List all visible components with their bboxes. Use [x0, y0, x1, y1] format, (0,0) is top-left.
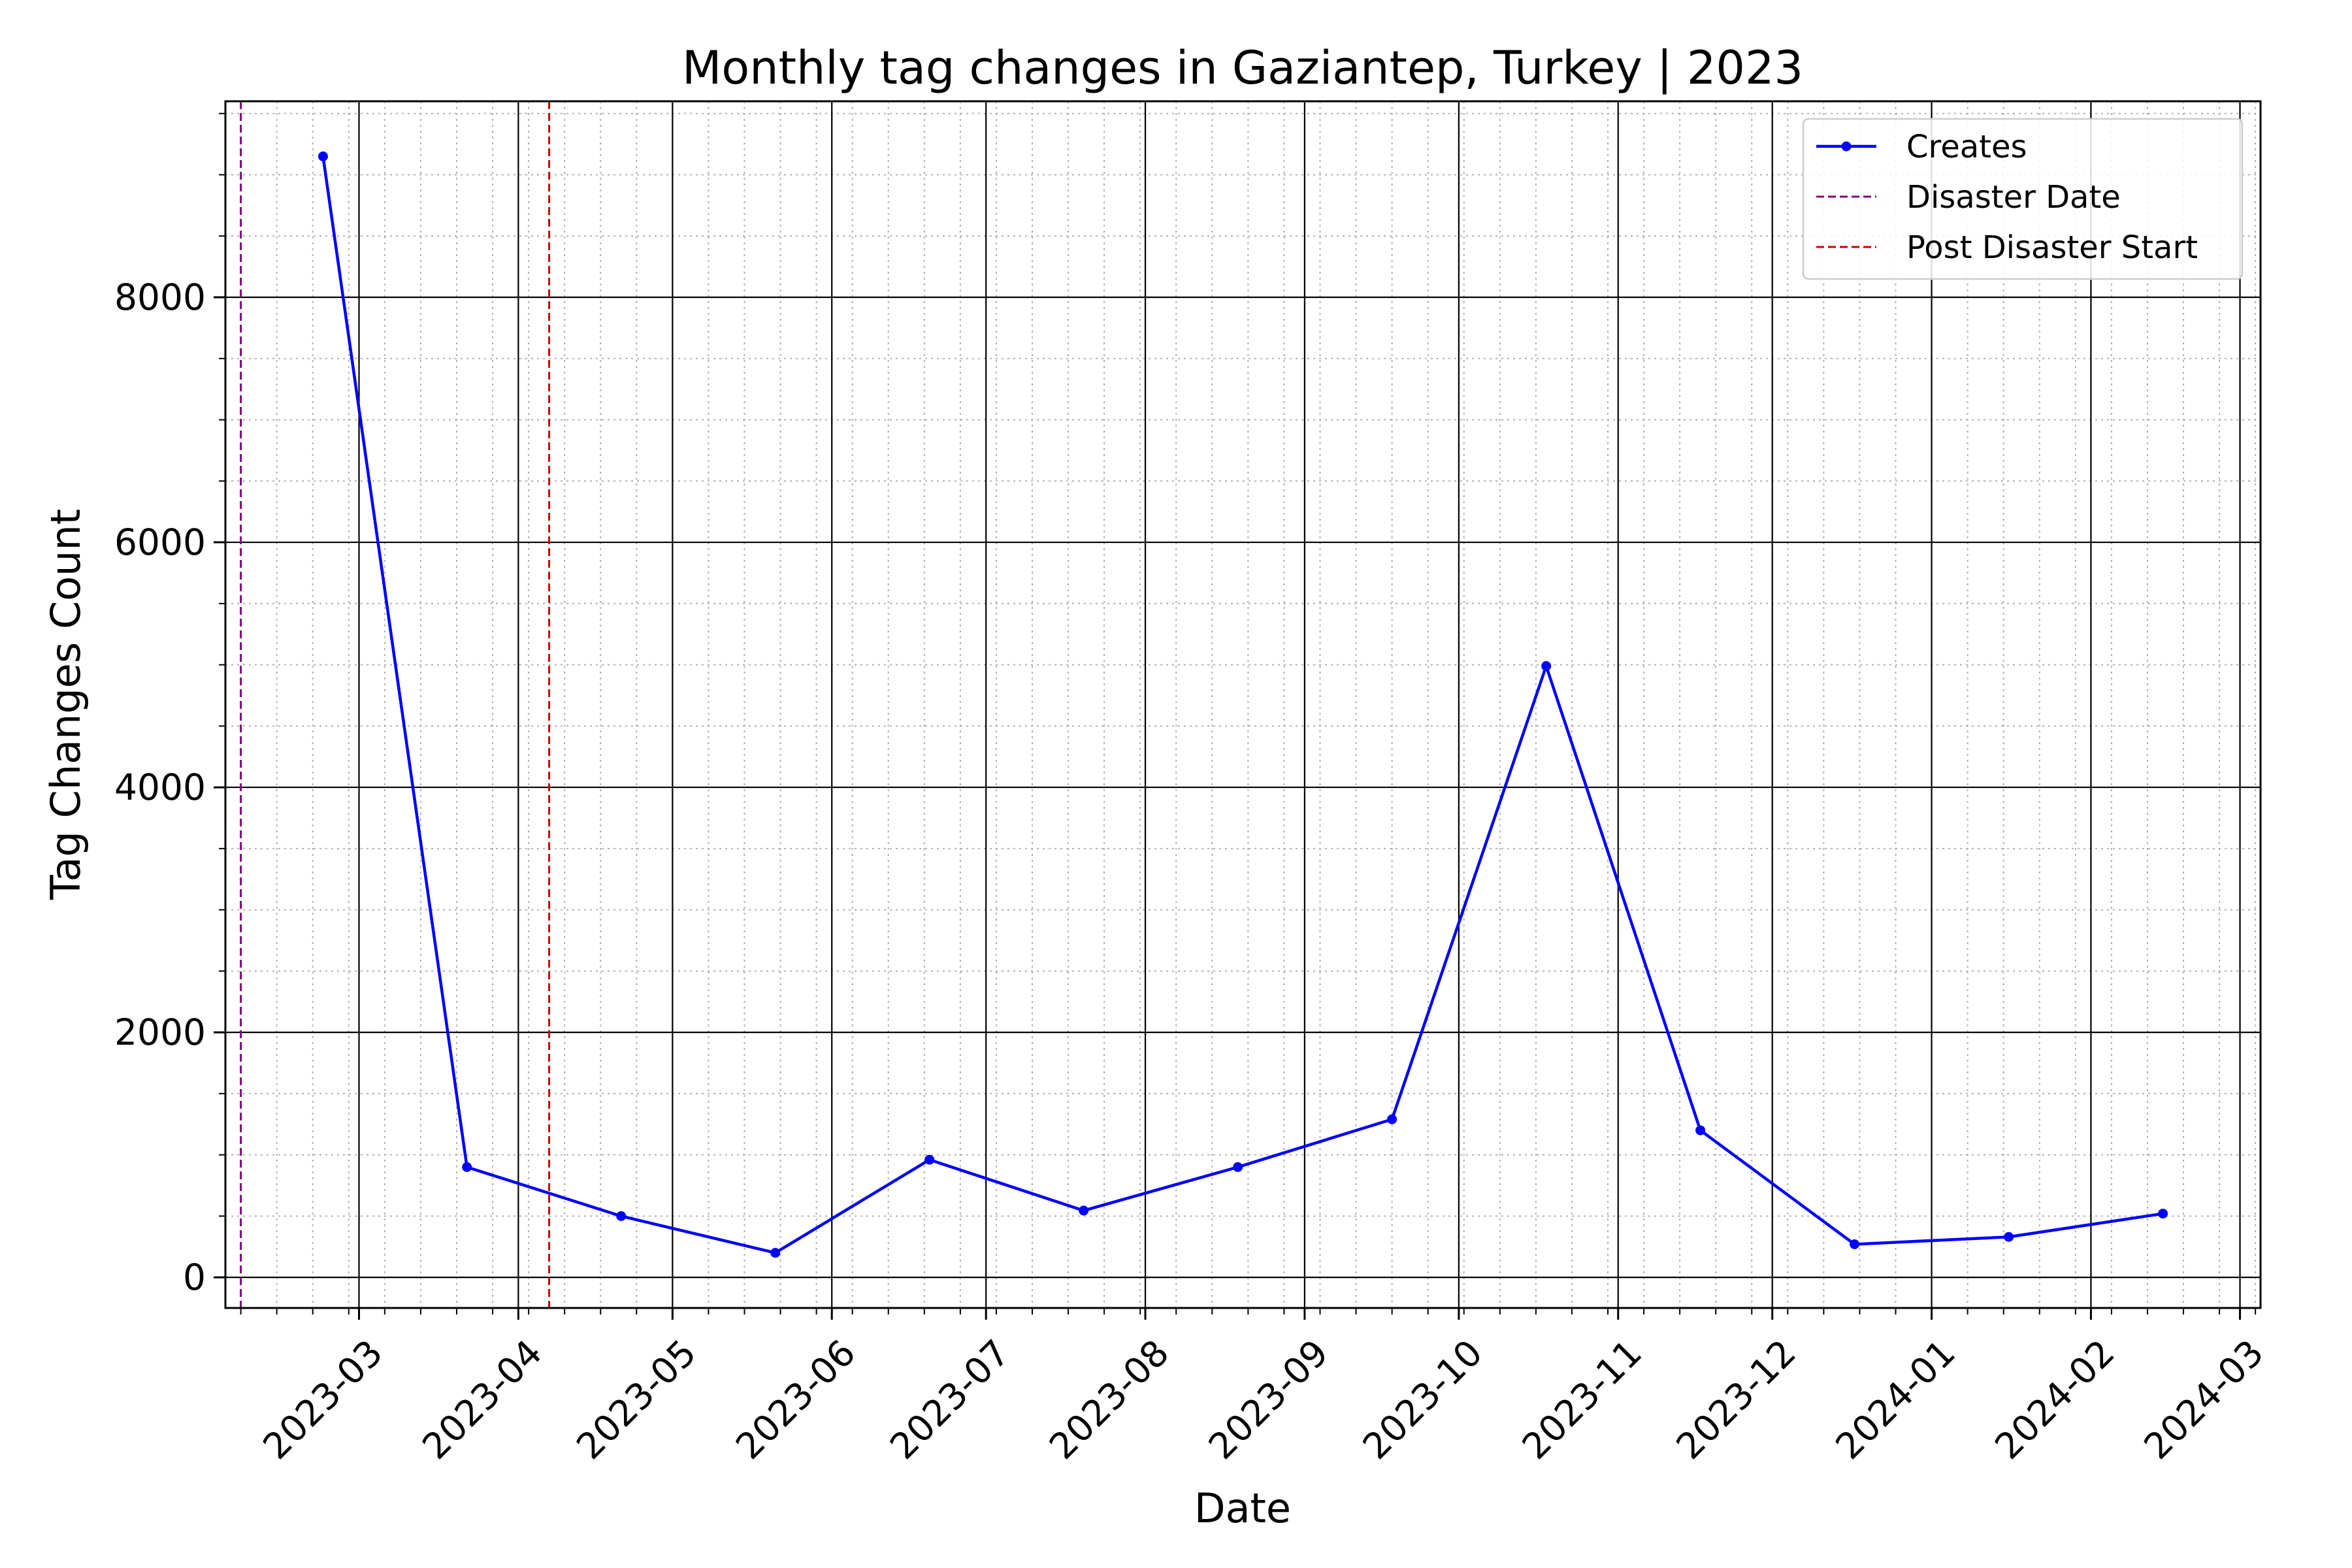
major-grid — [225, 101, 2261, 1308]
y-tick-label: 8000 — [114, 276, 206, 318]
y-tick-label: 6000 — [114, 521, 206, 563]
data-point — [1541, 661, 1552, 671]
data-point — [770, 1248, 781, 1258]
data-point — [1387, 1114, 1397, 1124]
minor-grid — [225, 101, 2261, 1308]
series-layer — [318, 151, 2168, 1258]
data-point — [616, 1211, 627, 1221]
data-point — [1850, 1239, 1860, 1249]
y-axis-label: Tag Changes Count — [42, 509, 90, 900]
y-tick-label: 4000 — [114, 766, 206, 808]
legend: Creates Disaster Date Post Disaster Start — [1802, 118, 2244, 280]
data-point — [2158, 1209, 2168, 1219]
data-point — [1079, 1205, 1089, 1216]
data-point — [318, 151, 328, 161]
legend-label: Post Disaster Start — [1906, 229, 2198, 266]
data-point — [1233, 1162, 1243, 1172]
data-point — [462, 1162, 472, 1172]
data-point — [924, 1154, 935, 1165]
plot-frame — [224, 100, 2262, 1309]
data-point — [1695, 1125, 1706, 1135]
legend-box — [1802, 118, 2244, 280]
legend-label: Creates — [1906, 129, 2027, 165]
legend-marker — [1841, 141, 1852, 152]
chart-title: Monthly tag changes in Gaziantep, Turkey… — [682, 41, 1803, 95]
x-axis-label: Date — [1194, 1484, 1291, 1532]
y-tick-label: 2000 — [114, 1011, 206, 1053]
reference-lines — [240, 101, 551, 1308]
legend-label: Disaster Date — [1906, 179, 2121, 216]
y-tick-label: 0 — [183, 1256, 206, 1298]
data-point — [2004, 1232, 2014, 1242]
